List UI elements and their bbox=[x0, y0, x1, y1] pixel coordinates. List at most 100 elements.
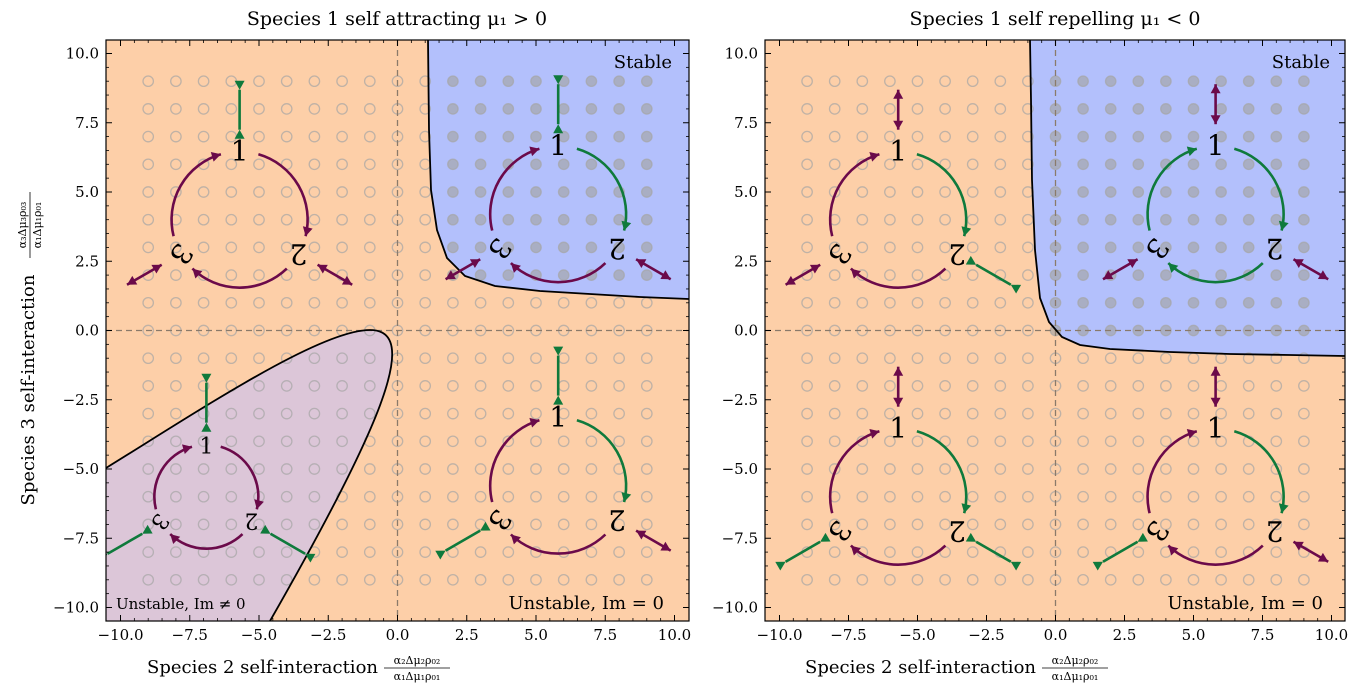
sample-point-marker bbox=[502, 380, 515, 392]
sample-point-marker bbox=[1270, 573, 1283, 586]
sample-point-marker bbox=[856, 241, 869, 254]
sample-point-marker bbox=[363, 380, 376, 392]
sample-point-marker bbox=[1298, 186, 1310, 198]
sample-point-marker bbox=[884, 186, 896, 198]
x-tick-label: 7.5 bbox=[593, 626, 617, 644]
sample-point-marker bbox=[1049, 435, 1062, 448]
sample-point-marker bbox=[502, 435, 515, 448]
sample-point-marker bbox=[640, 241, 653, 254]
interaction-arrowhead bbox=[170, 534, 181, 544]
sample-point-marker bbox=[1242, 352, 1255, 365]
sample-point-marker bbox=[363, 241, 376, 254]
sample-point-marker bbox=[308, 463, 321, 475]
sample-point-marker bbox=[613, 352, 625, 365]
sample-point-marker bbox=[585, 241, 598, 254]
sample-point-marker bbox=[197, 463, 210, 475]
sample-point-marker bbox=[966, 158, 979, 171]
sample-point-marker bbox=[336, 75, 348, 88]
sample-point-marker bbox=[1132, 518, 1145, 531]
interaction-arc bbox=[488, 419, 540, 503]
interaction-arc bbox=[1233, 147, 1285, 231]
sample-point-marker bbox=[828, 407, 841, 420]
sample-point-marker bbox=[530, 186, 542, 198]
sample-point-marker bbox=[1187, 573, 1200, 586]
sample-point-marker bbox=[1298, 158, 1310, 171]
sample-point-marker bbox=[530, 518, 542, 531]
sample-point-marker bbox=[1298, 241, 1310, 254]
sample-point-marker bbox=[280, 490, 293, 503]
self-interaction-arrowhead bbox=[234, 80, 245, 90]
self-interaction-arrowhead bbox=[317, 264, 328, 274]
sample-point-marker bbox=[557, 573, 570, 586]
self-interaction-arrow bbox=[269, 532, 306, 555]
self-interaction-arrowhead bbox=[553, 75, 564, 85]
sample-point-marker bbox=[197, 490, 210, 503]
sample-point-marker bbox=[613, 518, 625, 531]
sample-point-marker bbox=[530, 75, 542, 88]
sample-point-marker bbox=[308, 213, 321, 226]
sample-point-marker bbox=[170, 296, 182, 309]
interaction-arc bbox=[576, 419, 628, 503]
sample-point-marker bbox=[170, 352, 182, 365]
interaction-arc bbox=[916, 430, 968, 514]
sample-point-marker bbox=[1270, 130, 1283, 143]
interaction-arc bbox=[170, 153, 222, 237]
sample-point-marker bbox=[939, 463, 951, 475]
interaction-arc bbox=[1146, 147, 1198, 231]
sample-point-marker bbox=[1215, 546, 1227, 558]
sample-point-marker bbox=[585, 435, 598, 448]
sample-point-marker bbox=[856, 490, 869, 503]
sample-point-marker bbox=[1022, 296, 1034, 309]
y-tick-label: 2.5 bbox=[734, 252, 758, 270]
sample-point-marker bbox=[308, 186, 321, 198]
sample-point-marker bbox=[884, 490, 896, 503]
sample-point-marker bbox=[502, 352, 515, 365]
sample-point-marker bbox=[419, 241, 432, 254]
sample-point-marker bbox=[856, 463, 869, 475]
self-interaction-arrow bbox=[1102, 540, 1139, 563]
self-interaction-arrow bbox=[106, 532, 143, 555]
sample-point-marker bbox=[363, 573, 376, 586]
sample-point-marker bbox=[828, 296, 841, 309]
sample-point-marker bbox=[197, 75, 210, 88]
sample-point-marker bbox=[280, 103, 293, 115]
sample-point-marker bbox=[994, 435, 1007, 448]
interaction-arrowhead bbox=[182, 444, 192, 454]
sample-point-marker bbox=[530, 463, 542, 475]
sample-point-marker bbox=[1270, 296, 1283, 309]
species-node-label: 1 bbox=[231, 135, 249, 168]
sample-point-marker bbox=[1132, 407, 1145, 420]
sample-point-marker bbox=[939, 186, 951, 198]
left-x-axis-label-text: Species 2 self-interaction bbox=[147, 657, 378, 678]
interaction-arrowhead bbox=[302, 226, 313, 237]
sample-point-marker bbox=[884, 435, 896, 448]
sample-point-marker bbox=[1132, 213, 1145, 226]
interaction-arrowhead bbox=[529, 146, 540, 157]
sample-point-marker bbox=[391, 407, 404, 420]
sample-point-marker bbox=[557, 241, 570, 254]
sample-point-marker bbox=[1077, 296, 1089, 309]
sample-point-marker bbox=[1022, 103, 1034, 115]
sample-point-marker bbox=[585, 130, 598, 143]
sample-point-marker bbox=[1077, 241, 1089, 254]
self-interaction-arrowhead bbox=[1210, 115, 1221, 125]
species-node-label: 2 bbox=[290, 238, 308, 271]
sample-point-marker bbox=[363, 186, 376, 198]
sample-point-marker bbox=[1298, 435, 1310, 448]
x-tick-label: −7.5 bbox=[172, 626, 208, 644]
y-axis-label: Species 3 self-interaction α₃Δμ₃ρ₀₃ α₁Δμ… bbox=[16, 192, 44, 505]
sample-point-marker bbox=[939, 103, 951, 115]
sample-point-marker bbox=[142, 75, 155, 88]
sample-point-marker bbox=[828, 352, 841, 365]
sample-point-marker bbox=[1215, 573, 1227, 586]
sample-point-marker bbox=[613, 546, 625, 558]
self-interaction-arrowhead bbox=[151, 264, 162, 274]
sample-point-marker bbox=[1104, 573, 1117, 586]
self-interaction-arrowhead bbox=[201, 422, 212, 432]
sample-point-marker bbox=[419, 435, 432, 448]
species-node-label: 2 bbox=[608, 504, 626, 537]
network-inset: 123 bbox=[784, 89, 1022, 294]
y-tick-label: 0.0 bbox=[75, 322, 99, 340]
sample-point-marker bbox=[1215, 75, 1227, 88]
